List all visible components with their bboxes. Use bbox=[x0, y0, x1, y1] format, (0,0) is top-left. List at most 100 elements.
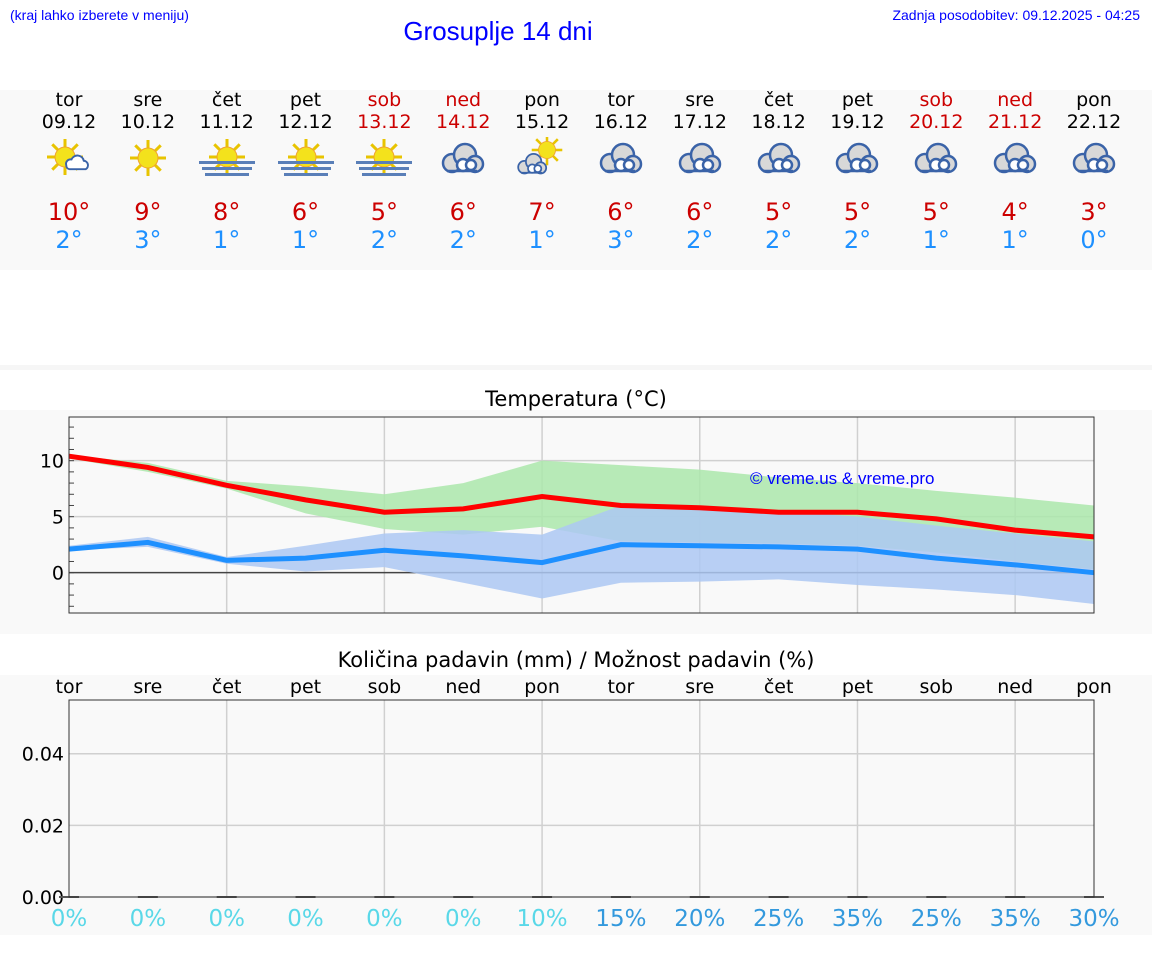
category-label: ned bbox=[445, 676, 481, 698]
category-label: sre bbox=[133, 676, 162, 698]
divider bbox=[0, 365, 1152, 370]
precip-probability: 0% bbox=[366, 906, 403, 932]
precip-plot-area bbox=[69, 700, 1094, 897]
category-label: čet bbox=[764, 676, 794, 698]
precip-probability: 0% bbox=[445, 906, 482, 932]
day-date: 14.12 bbox=[436, 111, 491, 133]
cloud-sun-icon bbox=[502, 134, 582, 179]
category-label: pon bbox=[524, 676, 560, 698]
day-name: sob bbox=[919, 89, 954, 111]
category-label: ned bbox=[997, 676, 1033, 698]
cloud-icon bbox=[739, 137, 819, 179]
day-name: ned bbox=[997, 89, 1034, 111]
day-name: pet bbox=[289, 89, 322, 111]
category-label: pet bbox=[290, 676, 321, 698]
max-temp: 5° bbox=[843, 198, 872, 226]
max-temp: 5° bbox=[764, 198, 793, 226]
location-menu-hint: (kraj lahko izberete v meniju) bbox=[10, 7, 189, 23]
cloud-icon bbox=[975, 137, 1055, 179]
y-tick-label: 5 bbox=[52, 507, 64, 529]
min-temp: 2° bbox=[55, 226, 83, 254]
sun-icon bbox=[108, 137, 188, 179]
max-temp-line bbox=[68, 453, 1095, 540]
day-date: 18.12 bbox=[751, 111, 806, 133]
cloud-icon bbox=[581, 137, 661, 179]
day-name: ned bbox=[445, 89, 482, 111]
day-date: 15.12 bbox=[514, 111, 570, 133]
category-label: sob bbox=[368, 676, 402, 698]
category-label: tor bbox=[56, 676, 83, 698]
precip-probability: 25% bbox=[753, 906, 804, 932]
category-label: sob bbox=[920, 676, 954, 698]
day-name: čet bbox=[763, 89, 794, 111]
temperature-chart-title: Temperatura (°C) bbox=[485, 387, 667, 411]
max-temp: 6° bbox=[449, 198, 477, 226]
cloud-icon bbox=[423, 137, 503, 179]
sun-fog-icon bbox=[344, 137, 424, 179]
precip-probability: 20% bbox=[674, 906, 725, 932]
min-temp: 2° bbox=[764, 226, 793, 254]
day-date: 19.12 bbox=[830, 111, 885, 133]
precip-probability: 0% bbox=[130, 906, 167, 932]
page-title: Grosuplje 14 dni bbox=[403, 16, 593, 46]
y-tick-label: 0.00 bbox=[22, 887, 64, 909]
min-temp: 2° bbox=[449, 226, 477, 254]
min-temp: 1° bbox=[528, 226, 556, 254]
max-temp: 10° bbox=[47, 198, 91, 226]
sun-fog-icon bbox=[266, 137, 346, 179]
day-name: sre bbox=[685, 89, 715, 111]
max-temp: 8° bbox=[213, 198, 241, 226]
max-temp: 6° bbox=[607, 198, 635, 226]
day-date: 20.12 bbox=[909, 111, 964, 133]
y-tick-label: 10 bbox=[40, 451, 64, 473]
min-temp: 1° bbox=[291, 226, 320, 254]
day-name: tor bbox=[55, 89, 83, 111]
category-label: čet bbox=[212, 676, 242, 698]
min-temp: 3° bbox=[134, 226, 162, 254]
cloud-icon bbox=[660, 137, 740, 179]
y-tick-label: 0 bbox=[52, 563, 64, 585]
max-temp: 6° bbox=[291, 198, 320, 226]
category-label: pet bbox=[842, 676, 873, 698]
category-label: pon bbox=[1076, 676, 1112, 698]
precip-probability: 0% bbox=[51, 906, 88, 932]
precip-probability: 35% bbox=[832, 906, 883, 932]
day-name: čet bbox=[211, 89, 242, 111]
precip-probability: 15% bbox=[595, 906, 646, 932]
max-temp: 3° bbox=[1080, 198, 1108, 226]
day-date: 21.12 bbox=[987, 111, 1043, 133]
max-temp: 6° bbox=[686, 198, 714, 226]
sun-cloud-icon bbox=[29, 137, 109, 179]
day-name: pon bbox=[524, 89, 560, 111]
day-date: 13.12 bbox=[357, 111, 412, 133]
max-temp: 5° bbox=[370, 198, 399, 226]
cloud-icon bbox=[817, 137, 897, 179]
day-date: 09.12 bbox=[41, 111, 97, 133]
day-name: sob bbox=[367, 89, 402, 111]
precip-probability: 0% bbox=[208, 906, 245, 932]
daily-forecast-strip bbox=[0, 90, 1152, 270]
max-temp: 7° bbox=[528, 198, 556, 226]
min-temp-line bbox=[68, 539, 1095, 576]
precip-probability: 10% bbox=[517, 906, 568, 932]
day-date: 17.12 bbox=[672, 111, 727, 133]
day-name: pet bbox=[841, 89, 874, 111]
min-temp: 2° bbox=[686, 226, 714, 254]
min-temp: 2° bbox=[370, 226, 399, 254]
precipitation-chart-title: Količina padavin (mm) / Možnost padavin … bbox=[337, 648, 815, 672]
precip-probability: 25% bbox=[911, 906, 962, 932]
precip-probability: 35% bbox=[990, 906, 1041, 932]
precip-probability: 30% bbox=[1068, 906, 1119, 932]
max-temp: 5° bbox=[922, 198, 950, 226]
day-date: 16.12 bbox=[593, 111, 649, 133]
min-temp: 0° bbox=[1080, 226, 1108, 254]
min-temp: 2° bbox=[843, 226, 872, 254]
cloud-icon bbox=[1054, 137, 1134, 179]
day-name: tor bbox=[607, 89, 635, 111]
precip-plot-frame bbox=[68, 699, 1095, 898]
day-name: pon bbox=[1076, 89, 1112, 111]
min-temp: 1° bbox=[1001, 226, 1029, 254]
day-date: 10.12 bbox=[120, 111, 176, 133]
